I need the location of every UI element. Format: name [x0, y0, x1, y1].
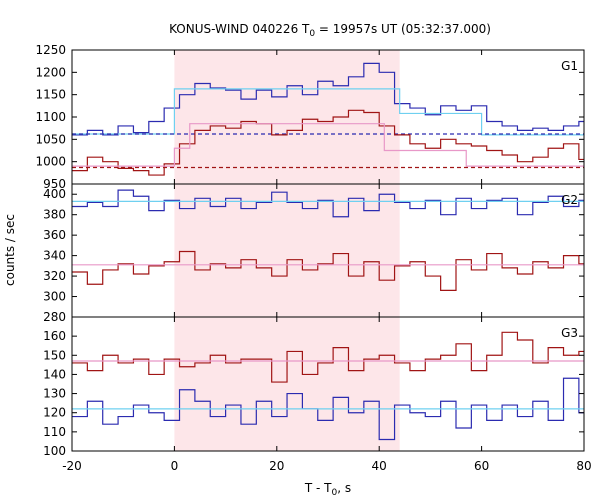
chart-title: KONUS-WIND 040226 T0 = 19957s UT (05:32:… [169, 22, 491, 39]
x-tick-label: 60 [474, 459, 489, 473]
shaded-interval [174, 184, 400, 317]
x-tick-label: -20 [62, 459, 82, 473]
y-tick-label: 340 [43, 249, 66, 263]
y-tick-label: 1250 [35, 43, 66, 57]
x-tick-label: 40 [372, 459, 387, 473]
series-g1-g1-model [72, 88, 584, 136]
x-axis-label: T - T0, s [304, 481, 351, 498]
series-g3-g3-hardness [72, 331, 584, 383]
panel-label: G3 [561, 326, 578, 340]
y-tick-label: 1100 [35, 110, 66, 124]
y-tick-label: 320 [43, 269, 66, 283]
y-tick-label: 160 [43, 329, 66, 343]
series-g1-g1-counts [72, 62, 584, 136]
y-tick-label: 360 [43, 228, 66, 242]
y-tick-label: 140 [43, 367, 66, 381]
x-tick-label: 20 [269, 459, 284, 473]
series-g1-g1-hardness-model [72, 123, 584, 167]
panel-g2: 280 300 320 340 360 380 400 G2 [43, 183, 585, 324]
y-tick-label: 1200 [35, 65, 66, 79]
y-tick-label: 380 [43, 208, 66, 222]
panel-g1: 950 1000 1050 1100 1150 1200 1250 G1 [35, 43, 585, 191]
y-tick-label: 1000 [35, 155, 66, 169]
y-tick-label: 120 [43, 406, 66, 420]
y-tick-label: 130 [43, 387, 66, 401]
y-tick-label: 1150 [35, 88, 66, 102]
panel-label: G2 [561, 193, 578, 207]
y-axis-label: counts / sec [3, 214, 17, 286]
y-tick-label: 400 [43, 187, 66, 201]
y-tick-label: 150 [43, 348, 66, 362]
x-tick-label: 0 [171, 459, 179, 473]
y-tick-label: 110 [43, 425, 66, 439]
series-g1-g1-hardness [72, 109, 584, 176]
shaded-interval [174, 50, 400, 184]
y-tick-label: 950 [43, 177, 66, 191]
x-tick-label: 80 [576, 459, 591, 473]
series-g2-g2-counts [72, 189, 584, 218]
y-tick-label: 280 [43, 310, 66, 324]
panel-g3: 100 110 120 130 140 150 160 G3 [43, 316, 585, 458]
y-tick-label: 100 [43, 444, 66, 458]
y-tick-label: 300 [43, 290, 66, 304]
shaded-interval [174, 317, 400, 451]
panel-frame [71, 316, 585, 452]
y-tick-label: 1050 [35, 132, 66, 146]
panel-label: G1 [561, 59, 578, 73]
